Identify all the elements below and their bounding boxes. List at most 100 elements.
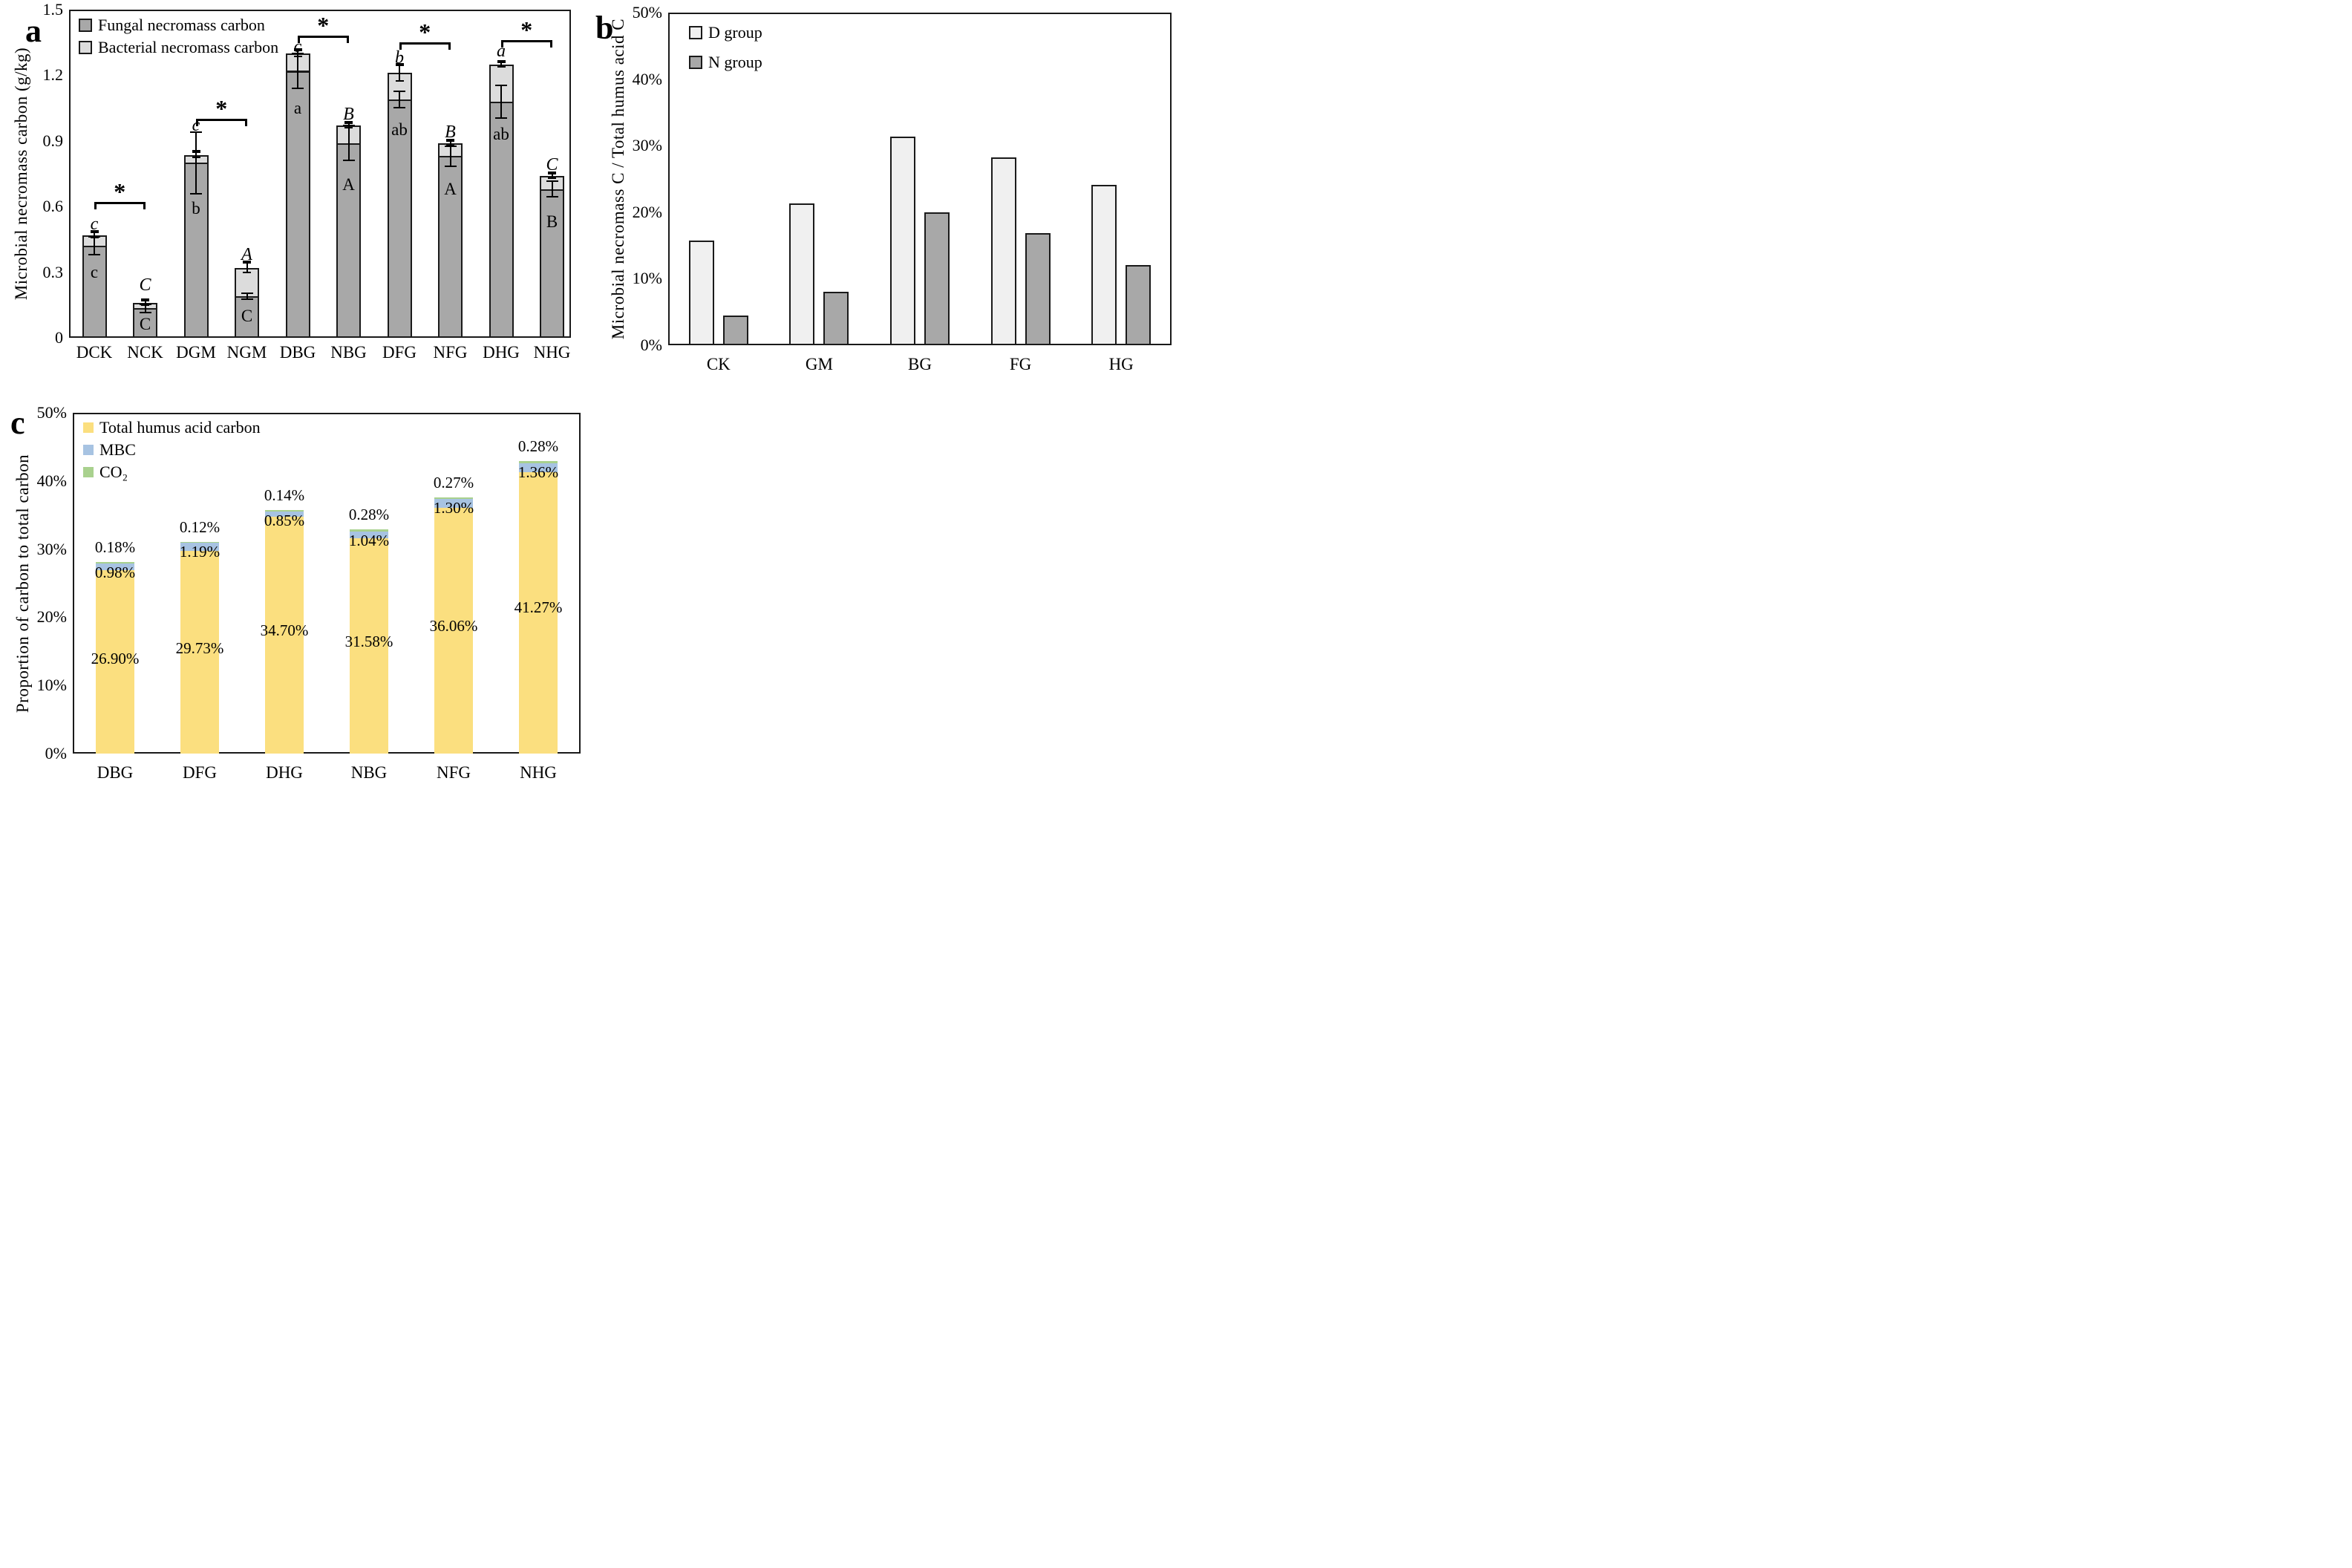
inner-significance-letter: a xyxy=(293,98,302,117)
panel-c-letter: c xyxy=(10,405,25,441)
d-group-swatch-icon xyxy=(689,26,702,39)
mbc-bar-segment xyxy=(350,531,388,539)
significance-bracket-tick xyxy=(448,42,451,50)
panel-b-y-tick-label: 40% xyxy=(632,69,662,88)
error-bar-cap xyxy=(88,254,100,256)
panel-a-x-category-label: DBG xyxy=(279,343,316,362)
error-bar-cap xyxy=(293,56,302,58)
error-bar-line xyxy=(297,53,298,89)
panel-c-y-tick-label: 10% xyxy=(36,676,67,695)
panel-a-y-tick-label: 1.2 xyxy=(42,65,64,85)
co2-value-label: 0.18% xyxy=(94,538,136,557)
d-group-bar xyxy=(890,136,915,345)
n-group-bar xyxy=(1126,264,1152,345)
error-bar-cap xyxy=(344,121,353,125)
top-significance-letter: C xyxy=(139,275,151,295)
mbc-swatch-icon xyxy=(83,445,94,455)
error-bar-cap xyxy=(395,63,404,67)
significance-bracket-tick xyxy=(399,42,402,50)
error-bar-line xyxy=(347,123,350,128)
error-bar-cap xyxy=(293,48,302,51)
panel-a-x-category-label: DCK xyxy=(76,343,113,362)
error-bar-cap xyxy=(495,117,507,119)
panel-c-y-tick-label: 30% xyxy=(36,539,67,558)
legend-row-bacterial: Bacterial necromass carbon xyxy=(79,39,278,56)
legend-row-fungal: Fungal necromass carbon xyxy=(79,16,278,34)
error-bar-line xyxy=(246,263,248,273)
panel-a-x-category-label: NBG xyxy=(330,343,367,362)
top-significance-letter: B xyxy=(445,122,456,142)
panel-b-x-category-label: GM xyxy=(805,355,833,373)
panel-a-y-tick-label: 0 xyxy=(55,328,63,347)
error-bar-cap xyxy=(497,59,506,63)
co2-bar-segment xyxy=(519,461,558,463)
error-bar-line xyxy=(551,174,553,178)
panel-a-legend: Fungal necromass carbon Bacterial necrom… xyxy=(79,16,278,61)
significance-bracket-tick xyxy=(550,40,552,48)
significance-bracket-tick xyxy=(196,119,198,127)
humus-legend-label: Total humus acid carbon xyxy=(99,418,261,437)
top-significance-letter: A xyxy=(241,245,252,265)
panel-c-plot-frame xyxy=(73,413,581,754)
panel-a-y-axis-title: Microbial necromass carbon (g/kg) xyxy=(12,47,30,301)
error-bar-cap xyxy=(446,138,454,142)
panel-c-x-category-label: DHG xyxy=(266,763,303,782)
top-significance-letter: a xyxy=(497,41,506,61)
figure-canvas: a Microbial necromass carbon (g/kg) Fung… xyxy=(0,0,1176,784)
error-bar-cap xyxy=(393,107,405,108)
panel-c-y-tick-label: 0% xyxy=(45,744,67,762)
top-significance-letter: C xyxy=(546,155,558,175)
error-bar-line xyxy=(297,50,298,57)
error-bar-line xyxy=(347,125,350,161)
inner-significance-letter: ab xyxy=(493,124,509,143)
mbc-bar-segment xyxy=(265,511,304,517)
error-bar-line xyxy=(144,304,146,313)
humus-bar-segment xyxy=(180,551,219,754)
mbc-legend-label: MBC xyxy=(99,440,136,459)
mbc-bar-segment xyxy=(519,463,558,473)
humus-value-label: 34.70% xyxy=(260,621,309,640)
fungal-bar-segment xyxy=(387,99,412,338)
panel-c-legend: Total humus acid carbon MBC CO₂ xyxy=(83,419,261,486)
panel-b-x-category-label: CK xyxy=(706,355,731,373)
error-bar-cap xyxy=(190,131,202,133)
panel-b-y-tick-label: 0% xyxy=(640,336,662,354)
fungal-bar-segment xyxy=(336,143,361,338)
inner-significance-letter: C xyxy=(139,315,151,334)
mbc-value-label: 1.36% xyxy=(517,463,559,481)
error-bar-cap xyxy=(546,180,558,183)
error-bar-cap xyxy=(342,160,355,162)
error-bar-cap xyxy=(139,311,151,313)
fungal-bar-segment xyxy=(489,101,514,338)
legend-row-co2: CO₂ xyxy=(83,463,261,481)
panel-b-y-axis-title: Microbial necromass C / Total humus acid… xyxy=(609,18,627,340)
top-significance-letter: c xyxy=(293,37,302,57)
d-group-bar xyxy=(1091,185,1117,345)
significance-asterisk: * xyxy=(114,178,126,206)
error-bar-line xyxy=(246,293,248,299)
panel-b-plot-frame xyxy=(668,13,1172,345)
fungal-swatch-icon xyxy=(79,19,92,32)
mbc-value-label: 1.30% xyxy=(433,499,474,517)
co2-value-label: 0.27% xyxy=(433,473,474,491)
panel-c-y-tick-label: 20% xyxy=(36,607,67,627)
panel-b-x-category-label: FG xyxy=(1009,355,1032,373)
significance-bracket-tick xyxy=(94,202,97,210)
panel-a-x-category-label: NCK xyxy=(127,343,163,362)
significance-bracket-line xyxy=(501,40,552,42)
panel-a-x-category-label: NHG xyxy=(533,343,571,362)
n-group-bar xyxy=(1025,233,1051,345)
humus-value-label: 41.27% xyxy=(514,598,563,616)
panel-c-y-axis-title: Proportion of carbon to total carbon xyxy=(13,454,32,713)
co2-bar-segment xyxy=(180,542,219,543)
panel-a-letter: a xyxy=(25,13,42,49)
mbc-bar-segment xyxy=(180,543,219,552)
fungal-legend-label: Fungal necromass carbon xyxy=(98,16,265,34)
error-bar-cap xyxy=(344,127,353,129)
bacterial-legend-label: Bacterial necromass carbon xyxy=(98,38,279,56)
d-group-legend-label: D group xyxy=(708,23,762,42)
error-bar-cap xyxy=(548,177,556,179)
mbc-value-label: 0.98% xyxy=(94,564,136,582)
humus-value-label: 29.73% xyxy=(175,639,224,658)
significance-bracket-tick xyxy=(245,119,247,127)
